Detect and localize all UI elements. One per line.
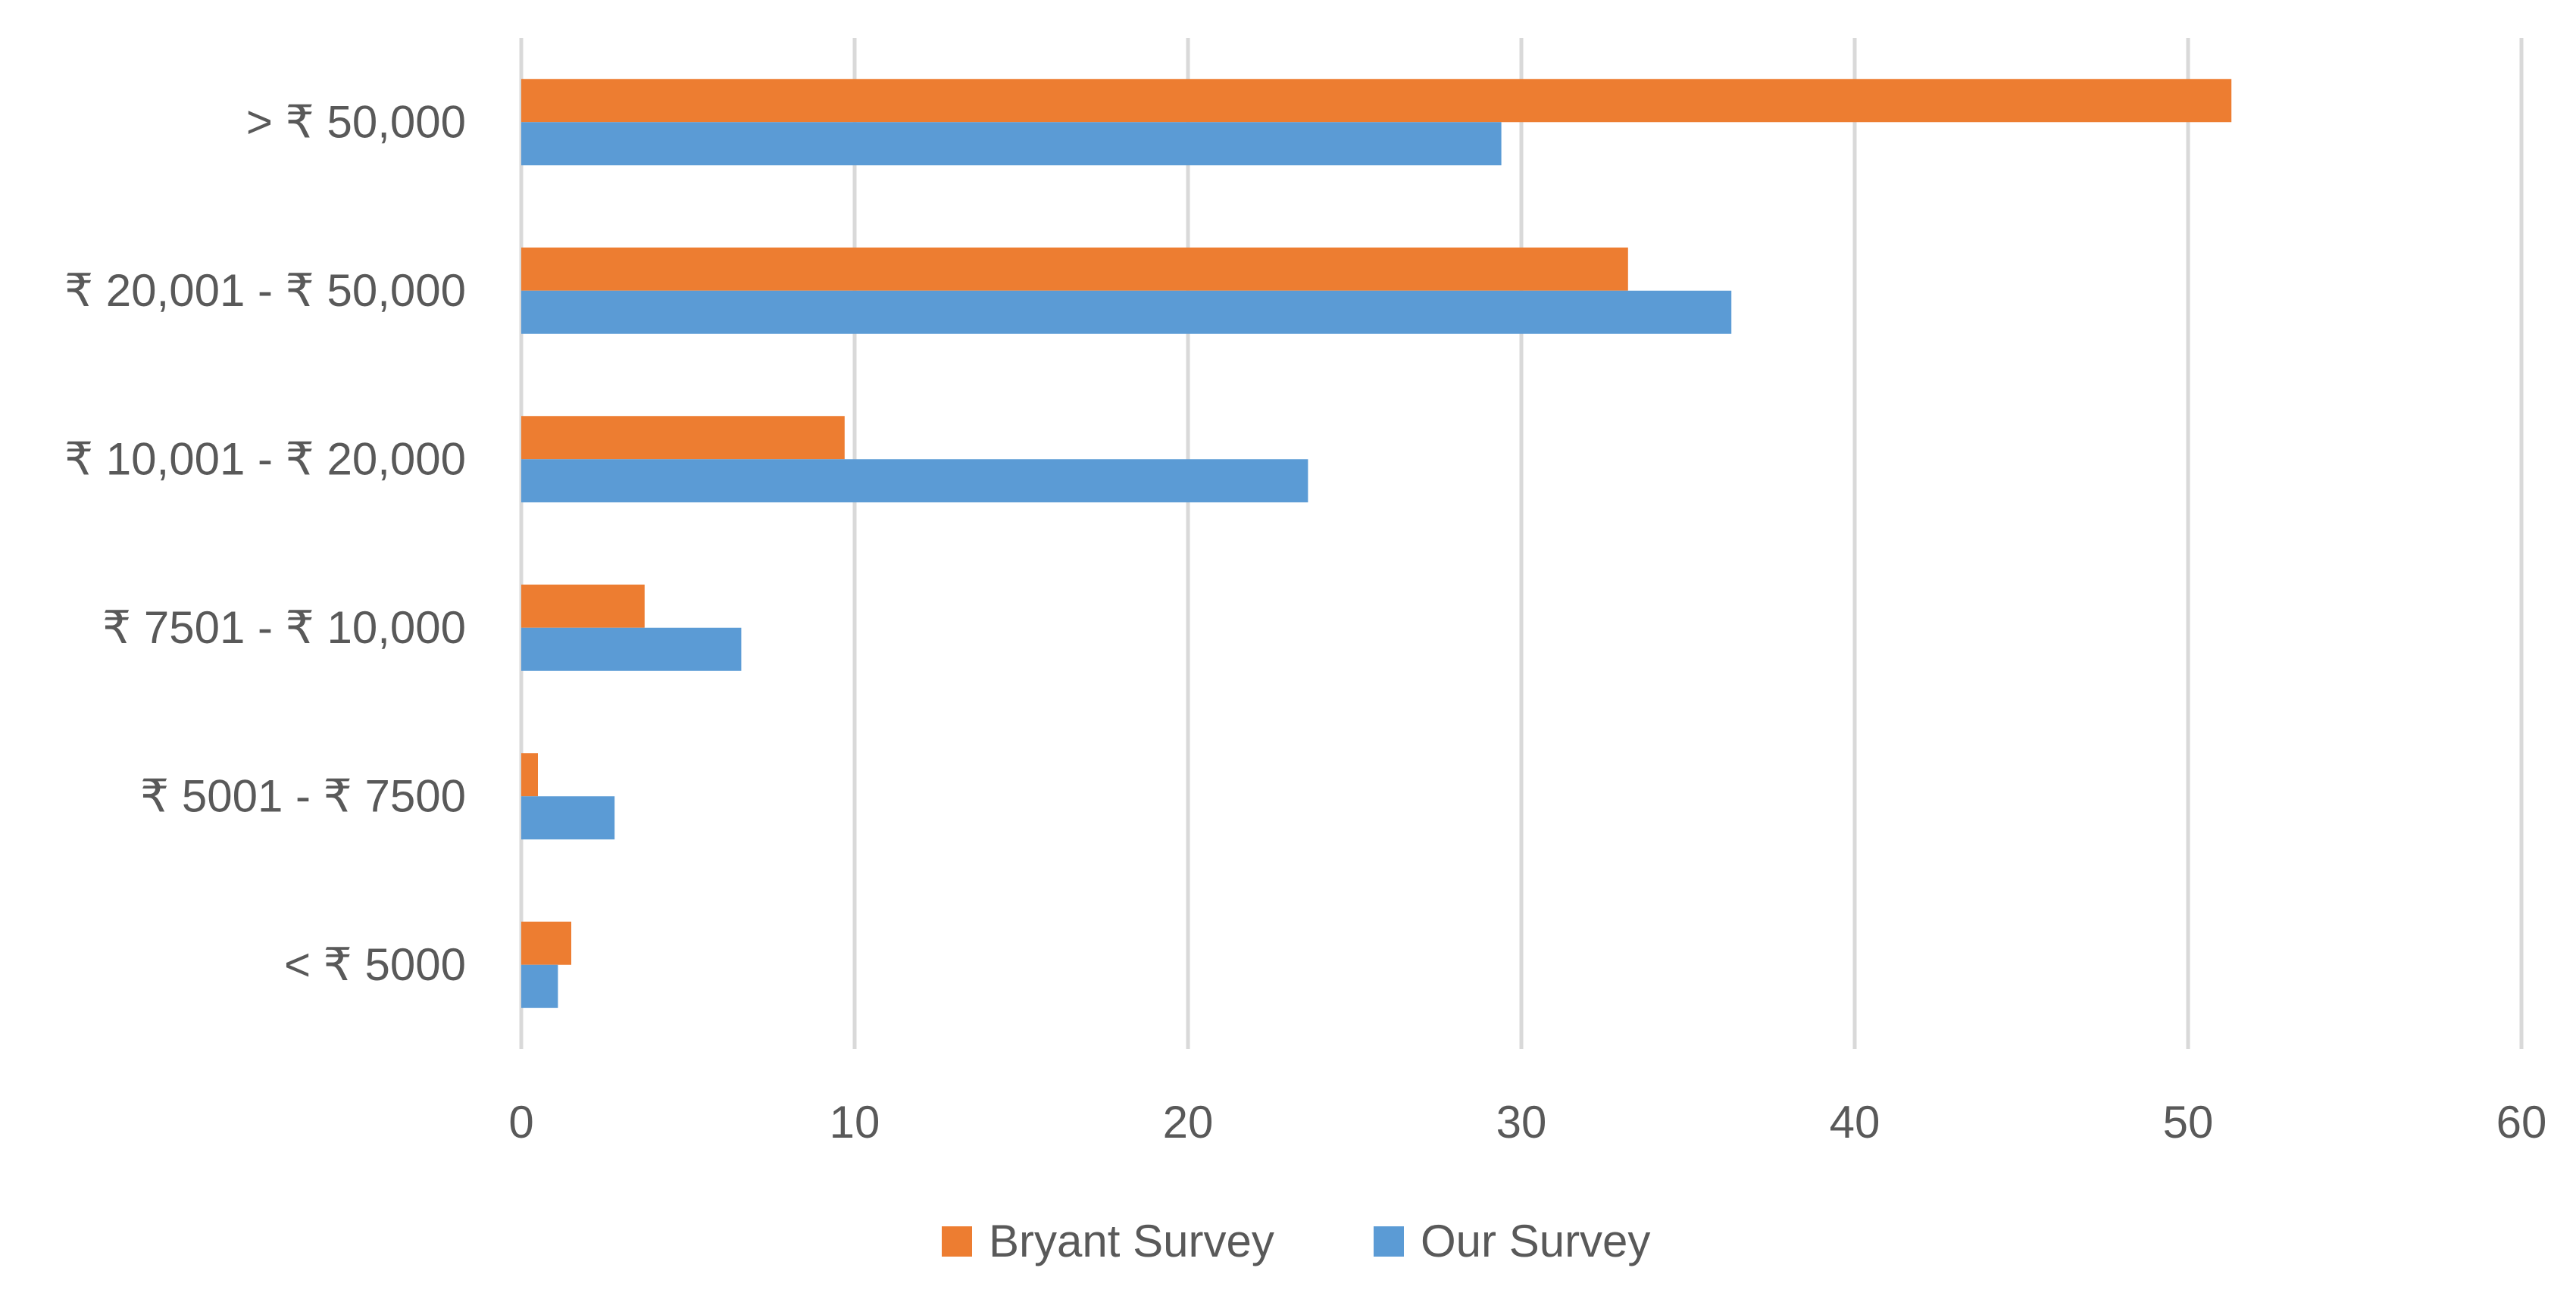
- bar-our-survey-3: [521, 459, 1308, 503]
- x-tick-label: 50: [2163, 1097, 2214, 1148]
- legend-swatch: [1374, 1226, 1404, 1257]
- legend-item-our-survey: Our Survey: [1374, 1216, 1650, 1266]
- bar-bryant-survey-4: [521, 247, 1628, 291]
- x-tick-label: 60: [2496, 1097, 2547, 1148]
- legend-swatch: [942, 1226, 972, 1257]
- bar-bryant-survey-5: [521, 79, 2232, 123]
- bar-bryant-survey-2: [521, 584, 645, 628]
- bar-bryant-survey-3: [521, 416, 845, 460]
- y-category-label: > ₹ 50,000: [246, 96, 466, 147]
- x-tick-label: 40: [1830, 1097, 1880, 1148]
- bar-bryant-survey-1: [521, 753, 538, 797]
- bar-our-survey-1: [521, 796, 615, 840]
- gridlines: [519, 38, 2524, 1049]
- legend-label: Our Survey: [1421, 1216, 1650, 1266]
- y-category-label: ₹ 20,001 - ₹ 50,000: [64, 265, 466, 316]
- x-tick-label: 30: [1496, 1097, 1547, 1148]
- y-category-label: ₹ 7501 - ₹ 10,000: [102, 602, 466, 653]
- x-tick-label: 10: [830, 1097, 880, 1148]
- bar-bryant-survey-0: [521, 921, 571, 965]
- x-tick-label: 0: [508, 1097, 533, 1148]
- legend: Bryant Survey Our Survey: [942, 1216, 1650, 1266]
- legend-item-bryant-survey: Bryant Survey: [942, 1216, 1274, 1266]
- bar-our-survey-0: [521, 964, 558, 1008]
- bar-our-survey-2: [521, 627, 742, 671]
- bar-our-survey-4: [521, 290, 1732, 334]
- x-tick-label: 20: [1163, 1097, 1214, 1148]
- y-category-label: < ₹ 5000: [284, 939, 466, 990]
- legend-label: Bryant Survey: [989, 1216, 1274, 1266]
- y-category-label: ₹ 10,001 - ₹ 20,000: [64, 433, 466, 484]
- bar-our-survey-5: [521, 122, 1502, 166]
- bars: [521, 79, 2232, 1008]
- x-axis-tick-labels: 0 10 20 30 40 50 60: [508, 1097, 2546, 1148]
- y-category-label: ₹ 5001 - ₹ 7500: [140, 770, 466, 821]
- y-axis-category-labels: < ₹ 5000 ₹ 5001 - ₹ 7500 ₹ 7501 - ₹ 10,000…: [64, 96, 466, 990]
